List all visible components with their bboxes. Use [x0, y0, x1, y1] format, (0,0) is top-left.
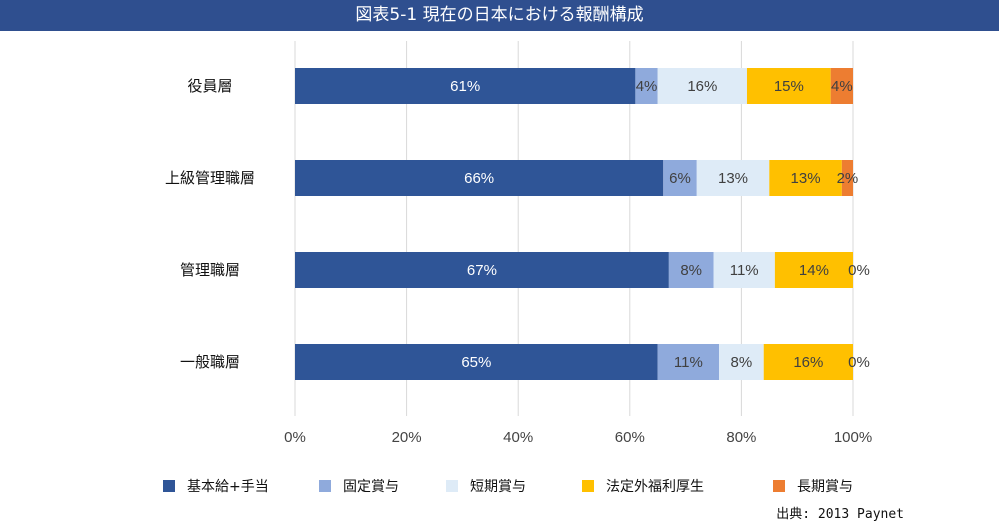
data-label: 16% [793, 354, 823, 371]
data-label: 8% [731, 354, 753, 371]
bar-segment [769, 160, 842, 196]
source-note: 出典: 2013 Paynet [776, 507, 904, 522]
data-label: 4% [831, 78, 853, 95]
bar-segment [635, 68, 658, 104]
legend-item: 長期賞与 [773, 474, 853, 498]
data-label: 4% [636, 78, 658, 95]
bar-segment [841, 160, 853, 196]
bar-segment [746, 68, 831, 104]
legend-swatch [163, 480, 175, 492]
bar-segment [657, 68, 747, 104]
category-label: 上級管理職層 [165, 169, 255, 187]
data-label: 61% [450, 78, 480, 95]
data-label: 66% [464, 170, 494, 187]
data-label: 8% [680, 262, 702, 279]
bar-segment [719, 344, 764, 380]
category-label: 役員層 [187, 77, 232, 95]
data-label: 11% [674, 354, 703, 371]
legend-swatch [319, 480, 331, 492]
data-label: 13% [791, 170, 821, 187]
data-label: 13% [718, 170, 748, 187]
x-tick-label: 60% [615, 429, 645, 446]
bar-segment [295, 68, 636, 104]
legend-swatch [773, 480, 785, 492]
bar-segment [763, 344, 853, 380]
bar-segment [657, 344, 720, 380]
category-label: 管理職層 [180, 261, 240, 279]
chart-title: 図表5-1 現在の日本における報酬構成 [355, 5, 644, 25]
bar-segment [295, 252, 669, 288]
bar-segment [696, 160, 770, 196]
legend-item: 固定賞与 [319, 474, 399, 498]
legend-item: 基本給+手当 [163, 474, 269, 498]
chart-legend: 基本給+手当 固定賞与 短期賞与 法定外福利厚生 長期賞与 [0, 474, 999, 498]
x-tick-label: 20% [392, 429, 422, 446]
x-tick-label: 100% [834, 429, 872, 446]
legend-label: 固定賞与 [343, 479, 399, 495]
data-label: 14% [799, 262, 829, 279]
title-bar: 図表5-1 現在の日本における報酬構成 [0, 0, 999, 31]
legend-swatch [582, 480, 594, 492]
bar-segment [713, 252, 775, 288]
x-tick-label: 40% [503, 429, 533, 446]
data-label: 67% [467, 262, 497, 279]
bar-segment [295, 160, 664, 196]
legend-swatch [446, 480, 458, 492]
bar-segment [663, 160, 697, 196]
x-tick-label: 0% [284, 429, 306, 446]
category-label: 一般職層 [180, 353, 240, 371]
bar-segment [295, 344, 658, 380]
bar-segment [774, 252, 853, 288]
legend-label: 短期賞与 [470, 479, 526, 495]
bar-segment [830, 68, 853, 104]
legend-label: 長期賞与 [797, 479, 853, 495]
data-label: 15% [774, 78, 804, 95]
data-label: 6% [669, 170, 691, 187]
x-tick-label: 80% [726, 429, 756, 446]
legend-label: 法定外福利厚生 [606, 479, 704, 495]
data-label: 0% [848, 262, 870, 279]
bar-segment [668, 252, 714, 288]
data-label: 65% [461, 354, 491, 371]
data-label: 0% [848, 354, 870, 371]
data-label: 2% [837, 170, 859, 187]
legend-label: 基本給+手当 [187, 479, 269, 495]
data-label: 11% [730, 262, 759, 279]
legend-item: 法定外福利厚生 [582, 474, 704, 498]
data-label: 16% [687, 78, 717, 95]
legend-item: 短期賞与 [446, 474, 526, 498]
